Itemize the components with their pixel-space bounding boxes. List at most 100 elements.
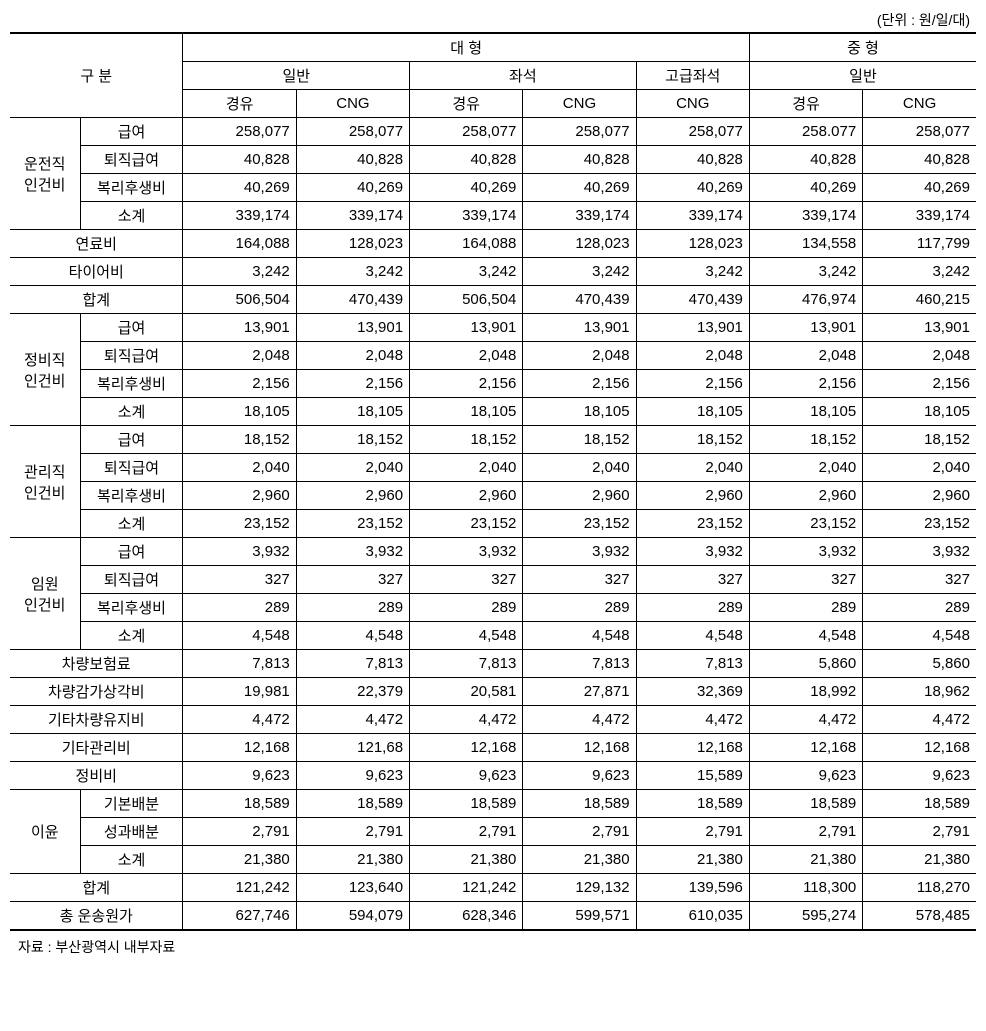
row-driver-sogye: 소계 bbox=[80, 202, 183, 230]
cell: 2,048 bbox=[749, 342, 862, 370]
row-mech-bokri: 복리후생비 bbox=[80, 370, 183, 398]
cell: 595,274 bbox=[749, 902, 862, 931]
cell: 9,623 bbox=[749, 762, 862, 790]
cell: 18,105 bbox=[863, 398, 976, 426]
cell: 21,380 bbox=[863, 846, 976, 874]
cell: 40,269 bbox=[636, 174, 749, 202]
cell: 21,380 bbox=[636, 846, 749, 874]
row-driver-geup: 급여 bbox=[80, 118, 183, 146]
cell: 23,152 bbox=[749, 510, 862, 538]
cell: 289 bbox=[523, 594, 636, 622]
cell: 3,242 bbox=[296, 258, 409, 286]
row-exec-geup: 급여 bbox=[80, 538, 183, 566]
cell: 15,589 bbox=[636, 762, 749, 790]
row-boheom: 차량보험료 bbox=[10, 650, 183, 678]
cell: 3,932 bbox=[863, 538, 976, 566]
cell: 327 bbox=[636, 566, 749, 594]
cell: 2,791 bbox=[749, 818, 862, 846]
cell: 9,623 bbox=[523, 762, 636, 790]
cell: 3,932 bbox=[296, 538, 409, 566]
cost-table: 구 분 대 형 중 형 일반 좌석 고급좌석 일반 경유 CNG 경유 CNG … bbox=[10, 32, 976, 931]
cell: 12,168 bbox=[863, 734, 976, 762]
cell: 23,152 bbox=[183, 510, 296, 538]
cell: 610,035 bbox=[636, 902, 749, 931]
cell: 4,472 bbox=[183, 706, 296, 734]
cell: 289 bbox=[296, 594, 409, 622]
cell: 289 bbox=[863, 594, 976, 622]
cell: 23,152 bbox=[863, 510, 976, 538]
cell: 40,269 bbox=[523, 174, 636, 202]
cell: 121,68 bbox=[296, 734, 409, 762]
cell: 2,048 bbox=[410, 342, 523, 370]
cell: 258,077 bbox=[863, 118, 976, 146]
cell: 118,300 bbox=[749, 874, 862, 902]
row-chongwonga: 총 운송원가 bbox=[10, 902, 183, 931]
cell: 164,088 bbox=[183, 230, 296, 258]
cell: 3,242 bbox=[523, 258, 636, 286]
cell: 40,269 bbox=[410, 174, 523, 202]
hdr-gubun: 구 분 bbox=[10, 33, 183, 118]
row-driver-bokri: 복리후생비 bbox=[80, 174, 183, 202]
cell: 12,168 bbox=[183, 734, 296, 762]
cell: 2,040 bbox=[296, 454, 409, 482]
cell: 2,960 bbox=[749, 482, 862, 510]
cell: 506,504 bbox=[410, 286, 523, 314]
cell: 258,077 bbox=[410, 118, 523, 146]
grp-mgr: 관리직 인건비 bbox=[10, 426, 80, 538]
cell: 2,791 bbox=[636, 818, 749, 846]
hdr-fuel-0: 경유 bbox=[183, 90, 296, 118]
cell: 13,901 bbox=[183, 314, 296, 342]
cell: 3,242 bbox=[863, 258, 976, 286]
cell: 460,215 bbox=[863, 286, 976, 314]
cell: 627,746 bbox=[183, 902, 296, 931]
cell: 7,813 bbox=[410, 650, 523, 678]
cell: 13,901 bbox=[636, 314, 749, 342]
row-profit-seong: 성과배분 bbox=[80, 818, 183, 846]
cell: 23,152 bbox=[523, 510, 636, 538]
cell: 40,828 bbox=[749, 146, 862, 174]
grp-driver: 운전직 인건비 bbox=[10, 118, 80, 230]
cell: 4,548 bbox=[636, 622, 749, 650]
cell: 3,242 bbox=[749, 258, 862, 286]
cell: 18,152 bbox=[749, 426, 862, 454]
cell: 476,974 bbox=[749, 286, 862, 314]
grp-profit: 이윤 bbox=[10, 790, 80, 874]
cell: 3,932 bbox=[749, 538, 862, 566]
row-profit-sogye: 소계 bbox=[80, 846, 183, 874]
cell: 2,791 bbox=[523, 818, 636, 846]
cell: 339,174 bbox=[410, 202, 523, 230]
cell: 40,269 bbox=[183, 174, 296, 202]
row-yuji: 기타차량유지비 bbox=[10, 706, 183, 734]
cell: 13,901 bbox=[296, 314, 409, 342]
cell: 7,813 bbox=[523, 650, 636, 678]
cell: 3,932 bbox=[410, 538, 523, 566]
cell: 7,813 bbox=[183, 650, 296, 678]
row-profit-gibon: 기본배분 bbox=[80, 790, 183, 818]
cell: 2,040 bbox=[183, 454, 296, 482]
cell: 13,901 bbox=[410, 314, 523, 342]
cell: 2,156 bbox=[523, 370, 636, 398]
cell: 3,242 bbox=[410, 258, 523, 286]
hdr-fuel-4: CNG bbox=[636, 90, 749, 118]
row-mgr-sogye: 소계 bbox=[80, 510, 183, 538]
cell: 258,077 bbox=[636, 118, 749, 146]
cell: 327 bbox=[523, 566, 636, 594]
cell: 594,079 bbox=[296, 902, 409, 931]
cell: 7,813 bbox=[636, 650, 749, 678]
cell: 578,485 bbox=[863, 902, 976, 931]
cell: 129,132 bbox=[523, 874, 636, 902]
cell: 18,962 bbox=[863, 678, 976, 706]
cell: 2,156 bbox=[863, 370, 976, 398]
cell: 18,589 bbox=[749, 790, 862, 818]
cell: 2,048 bbox=[636, 342, 749, 370]
cell: 506,504 bbox=[183, 286, 296, 314]
grp-mech: 정비직 인건비 bbox=[10, 314, 80, 426]
cell: 9,623 bbox=[863, 762, 976, 790]
cell: 4,472 bbox=[410, 706, 523, 734]
cell: 2,791 bbox=[410, 818, 523, 846]
cell: 12,168 bbox=[749, 734, 862, 762]
cell: 128,023 bbox=[523, 230, 636, 258]
cell: 18,105 bbox=[296, 398, 409, 426]
cell: 4,472 bbox=[636, 706, 749, 734]
cell: 4,472 bbox=[749, 706, 862, 734]
